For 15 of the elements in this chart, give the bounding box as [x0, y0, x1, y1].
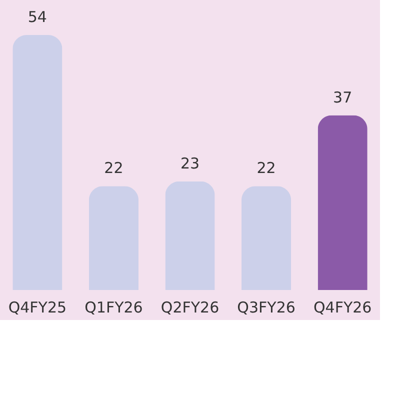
bar: [165, 181, 215, 290]
bar: [318, 115, 368, 290]
data-label: 37: [333, 88, 352, 106]
x-tick-label: Q1FY26: [84, 298, 143, 316]
x-tick-label: Q3FY26: [237, 298, 296, 316]
bar: [241, 186, 292, 290]
bar: [88, 186, 139, 290]
data-label: 54: [28, 8, 47, 26]
x-tick-label: Q4FY25: [8, 298, 67, 316]
bar: [12, 35, 62, 290]
data-label: 22: [104, 159, 124, 178]
x-tick-label: Q4FY26: [313, 298, 372, 316]
data-label: 22: [256, 159, 276, 178]
x-tick-label: Q2FY26: [160, 298, 220, 316]
data-label: 23: [180, 154, 200, 172]
